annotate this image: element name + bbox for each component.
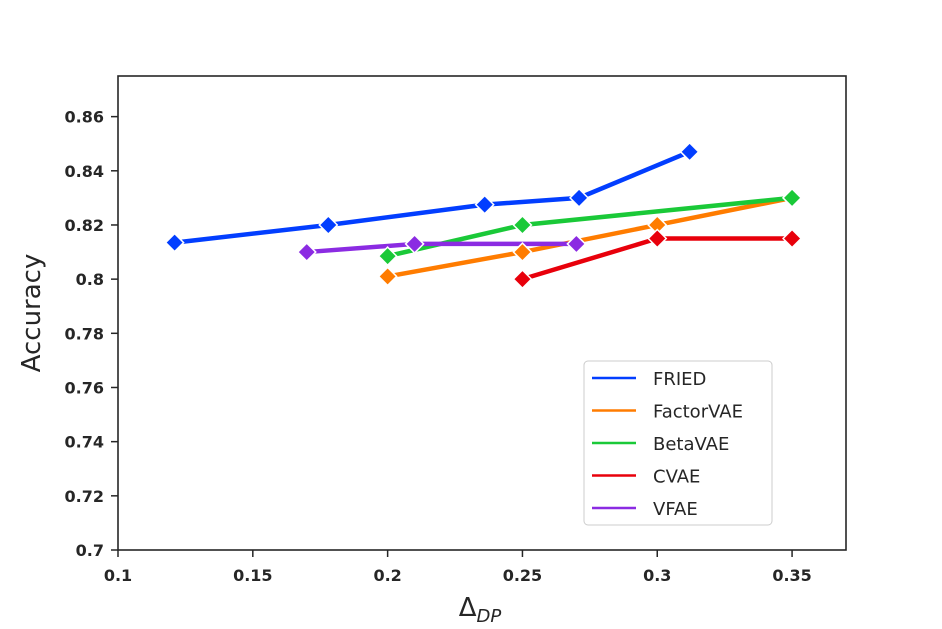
legend-label-fried: FRIED bbox=[653, 369, 706, 390]
x-tick-label: 0.25 bbox=[503, 566, 542, 585]
series-line-betavae bbox=[385, 195, 795, 259]
y-tick-label: 0.86 bbox=[65, 108, 104, 127]
data-point-cvae bbox=[512, 269, 533, 290]
y-tick-label: 0.78 bbox=[65, 324, 104, 343]
x-tick-label: 0.1 bbox=[104, 566, 132, 585]
y-tick-label: 0.76 bbox=[65, 378, 104, 397]
x-axis-label-subscript: DP bbox=[477, 606, 502, 627]
x-tick-label: 0.15 bbox=[233, 566, 272, 585]
data-point-factorvae bbox=[377, 266, 398, 287]
y-tick-label: 0.8 bbox=[76, 270, 104, 289]
data-point-vfae bbox=[404, 233, 425, 254]
legend: FRIED FactorVAE BetaVAE CVAE VFAE bbox=[583, 360, 773, 526]
data-point-fried bbox=[164, 232, 185, 253]
y-axis-label: Accuracy bbox=[17, 254, 47, 373]
data-point-fried bbox=[474, 194, 495, 215]
legend-label-vfae: VFAE bbox=[653, 499, 698, 520]
legend-label-betavae: BetaVAE bbox=[653, 434, 729, 455]
data-point-betavae bbox=[512, 214, 533, 236]
y-tick-label: 0.84 bbox=[65, 162, 104, 181]
series-line-fried bbox=[172, 149, 692, 245]
data-point-betavae bbox=[782, 187, 803, 208]
legend-label-factorvae: FactorVAE bbox=[653, 402, 743, 423]
data-point-vfae bbox=[566, 233, 587, 254]
x-tick-label: 0.2 bbox=[373, 566, 401, 585]
axis-ticks: 0.1 0.15 0.2 0.25 0.3 0.35 0.7 0.72 0.74 0.76 0.78… bbox=[65, 108, 812, 585]
x-tick-label: 0.3 bbox=[643, 566, 671, 585]
data-point-fried bbox=[679, 141, 700, 162]
plot-frame bbox=[117, 75, 847, 551]
series-line-factorvae bbox=[385, 195, 795, 279]
y-tick-label: 0.7 bbox=[76, 541, 104, 560]
y-tick-label: 0.82 bbox=[65, 216, 104, 235]
data-point-fried bbox=[318, 214, 339, 236]
plot-area bbox=[164, 141, 803, 290]
y-tick-label: 0.72 bbox=[65, 487, 104, 506]
legend-label-cvae: CVAE bbox=[653, 467, 700, 488]
x-tick-label: 0.35 bbox=[772, 566, 811, 585]
data-point-fried bbox=[569, 187, 590, 208]
data-point-cvae bbox=[647, 228, 668, 249]
data-point-factorvae bbox=[512, 241, 533, 263]
x-axis-label-main: Δ bbox=[459, 593, 477, 623]
data-point-cvae bbox=[782, 228, 803, 249]
data-point-betavae bbox=[377, 246, 398, 267]
data-point-vfae bbox=[296, 241, 317, 263]
legend-box bbox=[583, 360, 773, 526]
x-axis-label: ΔDP bbox=[459, 593, 502, 627]
y-tick-label: 0.74 bbox=[65, 433, 104, 452]
